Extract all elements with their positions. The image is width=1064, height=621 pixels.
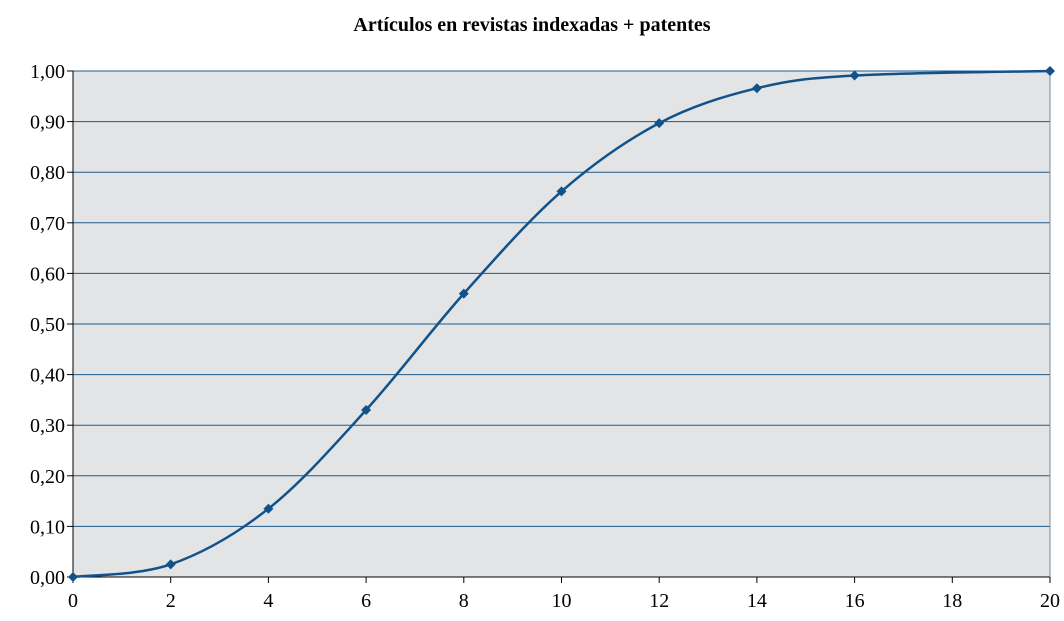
y-tick-label: 0,00: [30, 567, 65, 589]
x-tick-label: 8: [459, 590, 469, 612]
data-point-marker: [751, 83, 762, 94]
y-tick-label: 0,40: [30, 365, 65, 387]
data-point-marker: [361, 405, 372, 416]
x-tick-label: 2: [166, 590, 176, 612]
x-tick-label: 12: [649, 590, 669, 612]
x-tick-label: 4: [263, 590, 273, 612]
marker-layer: [68, 66, 1055, 582]
x-tick-label: 10: [552, 590, 572, 612]
series-line: [72, 69, 1051, 579]
data-point-marker: [654, 118, 665, 129]
x-tick-label: 20: [1040, 590, 1060, 612]
chart-title: Artículos en revistas indexadas + patent…: [353, 14, 711, 36]
y-tick-label: 1,00: [30, 61, 65, 83]
data-point-marker: [165, 559, 176, 570]
y-tick-label: 0,80: [30, 162, 65, 184]
y-tick-label: 0,10: [30, 516, 65, 538]
data-point-marker: [849, 70, 860, 81]
x-tick-label: 6: [361, 590, 371, 612]
y-tick-label: 0,30: [30, 415, 65, 437]
series-layer: [72, 69, 1051, 579]
axes: 0,00 0,10 0,20 0,30 0,40 0,50 0,60 0,70 0,80 0,90…: [30, 61, 1060, 612]
y-tick-label: 0,50: [30, 314, 65, 336]
data-point-marker: [68, 572, 78, 582]
data-point-marker: [263, 503, 274, 514]
y-tick-label: 0,20: [30, 466, 65, 488]
y-tick-label: 0,70: [30, 213, 65, 235]
data-point-marker: [1045, 66, 1055, 76]
y-tick-label: 0,60: [30, 263, 65, 285]
data-point-marker: [458, 288, 469, 299]
data-point-marker: [556, 186, 567, 197]
x-tick-label: 16: [845, 590, 865, 612]
x-tick-label: 14: [747, 590, 767, 612]
y-tick-label: 0,90: [30, 112, 65, 134]
x-tick-label: 0: [68, 590, 78, 612]
x-tick-label: 18: [942, 590, 962, 612]
